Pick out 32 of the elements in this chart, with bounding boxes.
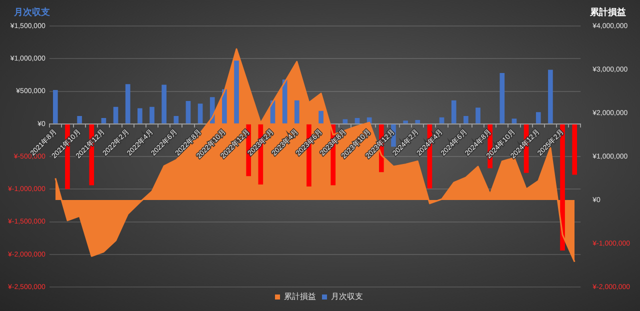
- legend-label: 月次収支: [331, 292, 363, 302]
- bar: [572, 124, 578, 175]
- bar: [113, 106, 118, 124]
- bar: [415, 120, 420, 124]
- legend-label: 累計損益: [284, 292, 316, 302]
- bar: [536, 112, 541, 124]
- bar: [222, 89, 227, 124]
- bar: [476, 108, 480, 124]
- bar: [101, 118, 106, 124]
- bar: [150, 106, 154, 124]
- bar: [77, 116, 82, 124]
- bar: [318, 110, 324, 124]
- bar: [512, 118, 517, 124]
- bar: [174, 116, 179, 124]
- bar: [451, 100, 456, 124]
- bar: [354, 118, 360, 124]
- bar: [342, 119, 348, 124]
- bar: [198, 104, 203, 124]
- bar: [548, 70, 553, 124]
- bar: [403, 120, 408, 124]
- bar: [162, 84, 166, 124]
- y2-axis-title: 累計損益: [590, 6, 626, 19]
- bar: [234, 60, 239, 124]
- bar: [500, 72, 505, 124]
- bar: [439, 117, 444, 124]
- bar: [464, 116, 468, 124]
- bar: [186, 101, 191, 124]
- bar: [294, 100, 300, 124]
- y-axis-title: 月次収支: [14, 6, 50, 19]
- bar: [138, 108, 142, 124]
- bar: [52, 90, 58, 124]
- bar: [125, 84, 130, 124]
